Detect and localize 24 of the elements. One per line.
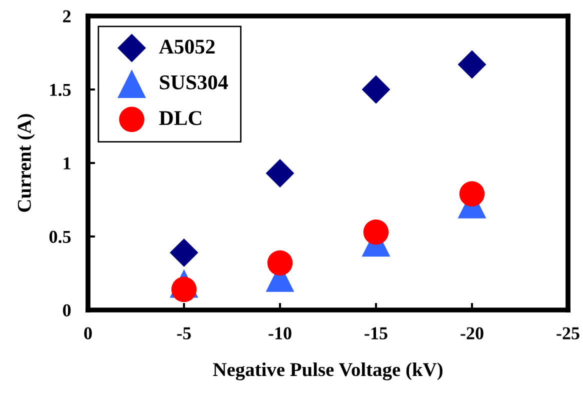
point (267, 250, 293, 276)
point (363, 219, 389, 245)
x-tick-label: -20 (460, 327, 484, 340)
y-tick-label: 0 (62, 304, 71, 316)
x-tick-label: -25 (556, 327, 580, 340)
y-tick-label: 1.5 (50, 84, 71, 96)
point (170, 238, 198, 267)
x-tick-label: -10 (268, 327, 292, 340)
y-tick-label: 0.5 (49, 230, 71, 244)
x-axis-title: Negative Pulse Voltage (kV) (213, 362, 442, 380)
point (171, 276, 197, 302)
y-tick-label: 1 (64, 157, 70, 170)
point (459, 181, 485, 206)
point (458, 50, 486, 79)
legend-label: DLC (159, 111, 202, 126)
legend-label: A5052 (159, 40, 215, 54)
legend-label: SUS304 (160, 75, 228, 90)
x-tick-label: 0 (84, 327, 92, 340)
point (266, 159, 294, 188)
x-tick-label: -5 (177, 327, 191, 340)
x-tick-label: -15 (364, 327, 388, 340)
y-tick-label: 2 (63, 10, 71, 22)
point (362, 75, 390, 104)
y-axis-title: Current (A) (17, 114, 35, 212)
